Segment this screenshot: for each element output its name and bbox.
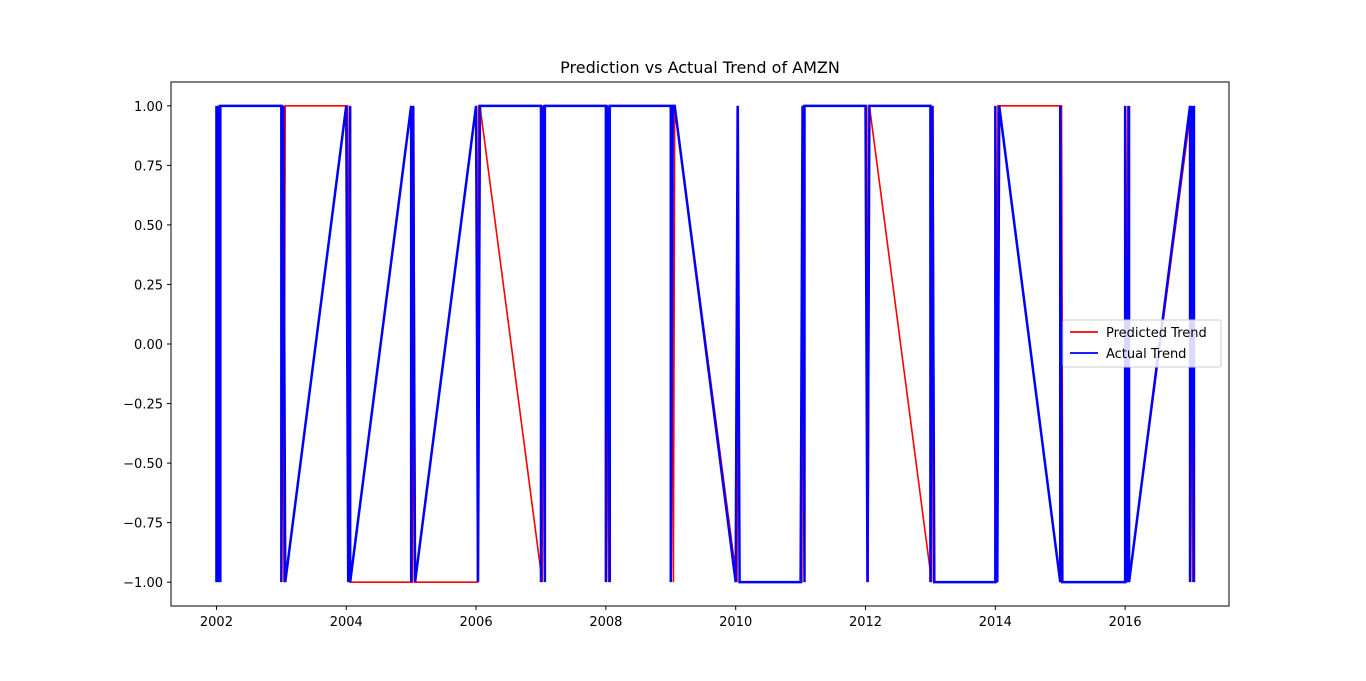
- series-line-predicted-trend: [216, 105, 1195, 583]
- legend-label: Actual Trend: [1106, 347, 1186, 362]
- y-tick-label: −0.25: [123, 398, 163, 413]
- y-tick-label: −0.75: [123, 517, 163, 532]
- y-tick-label: 1.00: [134, 100, 163, 115]
- x-tick-label: 2002: [200, 615, 233, 630]
- legend-label: Predicted Trend: [1106, 326, 1207, 341]
- legend: Predicted Trend Actual Trend: [1062, 319, 1222, 368]
- axes: 2002 2004 2006 2008 2010 2012 2014 2016 1.00 0.75…: [123, 81, 1230, 630]
- x-tick-label: 2008: [589, 615, 622, 630]
- series-line-actual-trend: [215, 104, 1196, 584]
- chart-title: Prediction vs Actual Trend of AMZN: [560, 58, 840, 77]
- plot-area: [215, 104, 1196, 584]
- series-group: [215, 104, 1196, 584]
- y-tick-label: 0.25: [134, 278, 163, 293]
- y-tick-label: −1.00: [123, 576, 163, 591]
- y-tick-label: 0.50: [134, 219, 163, 234]
- y-tick-label: 0.75: [134, 159, 163, 174]
- x-tick-label: 2006: [460, 615, 493, 630]
- x-tick-label: 2014: [979, 615, 1012, 630]
- y-tick-label: 0.00: [134, 338, 163, 353]
- legend-box: [1062, 319, 1222, 368]
- x-tick-label: 2004: [330, 615, 363, 630]
- x-tick-label: 2010: [719, 615, 752, 630]
- x-tick-label: 2012: [849, 615, 882, 630]
- x-tick-label: 2016: [1109, 615, 1142, 630]
- y-tick-label: −0.50: [123, 457, 163, 472]
